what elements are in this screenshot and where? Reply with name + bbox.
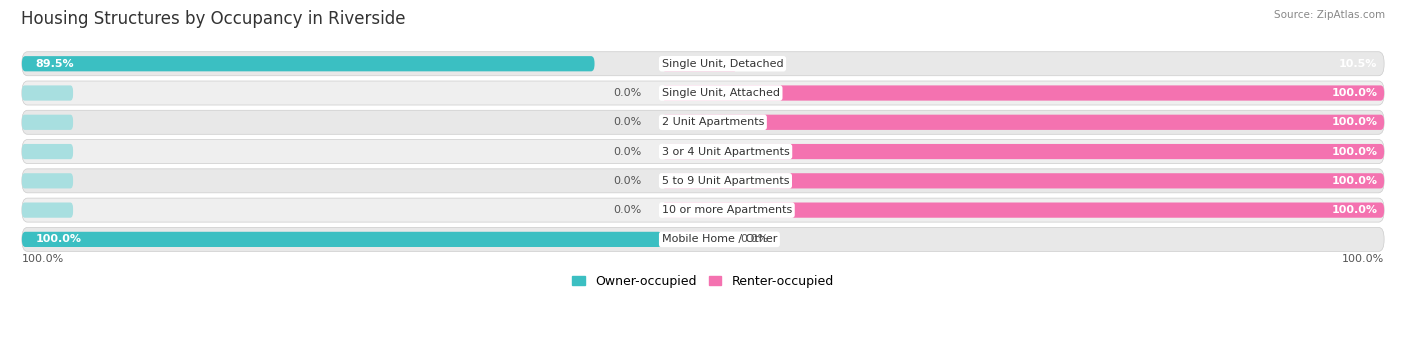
Text: 100.0%: 100.0% — [1331, 176, 1378, 186]
FancyBboxPatch shape — [662, 144, 1384, 159]
FancyBboxPatch shape — [662, 232, 720, 247]
Legend: Owner-occupied, Renter-occupied: Owner-occupied, Renter-occupied — [568, 270, 838, 293]
FancyBboxPatch shape — [22, 115, 73, 130]
Text: Single Unit, Attached: Single Unit, Attached — [662, 88, 780, 98]
Text: 0.0%: 0.0% — [613, 176, 641, 186]
FancyBboxPatch shape — [662, 56, 738, 71]
Text: 3 or 4 Unit Apartments: 3 or 4 Unit Apartments — [662, 147, 790, 157]
FancyBboxPatch shape — [662, 173, 1384, 189]
FancyBboxPatch shape — [22, 198, 1384, 222]
Text: 89.5%: 89.5% — [35, 59, 75, 69]
FancyBboxPatch shape — [22, 173, 73, 189]
Text: 100.0%: 100.0% — [1331, 117, 1378, 127]
Text: Source: ZipAtlas.com: Source: ZipAtlas.com — [1274, 10, 1385, 20]
Text: Single Unit, Detached: Single Unit, Detached — [662, 59, 783, 69]
FancyBboxPatch shape — [22, 110, 1384, 134]
Text: 0.0%: 0.0% — [740, 234, 769, 244]
Text: 100.0%: 100.0% — [1341, 254, 1384, 264]
FancyBboxPatch shape — [22, 52, 1384, 76]
FancyBboxPatch shape — [22, 139, 1384, 164]
Text: 100.0%: 100.0% — [35, 234, 82, 244]
FancyBboxPatch shape — [22, 227, 1384, 251]
Text: 5 to 9 Unit Apartments: 5 to 9 Unit Apartments — [662, 176, 789, 186]
FancyBboxPatch shape — [22, 85, 73, 101]
Text: Housing Structures by Occupancy in Riverside: Housing Structures by Occupancy in River… — [21, 10, 405, 28]
Text: 0.0%: 0.0% — [613, 117, 641, 127]
FancyBboxPatch shape — [22, 169, 1384, 193]
Text: Mobile Home / Other: Mobile Home / Other — [662, 234, 778, 244]
FancyBboxPatch shape — [662, 203, 1384, 218]
FancyBboxPatch shape — [662, 85, 1384, 101]
Text: 100.0%: 100.0% — [22, 254, 65, 264]
Text: 0.0%: 0.0% — [613, 205, 641, 215]
Text: 100.0%: 100.0% — [1331, 205, 1378, 215]
Text: 10.5%: 10.5% — [1339, 59, 1378, 69]
Text: 10 or more Apartments: 10 or more Apartments — [662, 205, 792, 215]
Text: 100.0%: 100.0% — [1331, 88, 1378, 98]
Text: 100.0%: 100.0% — [1331, 147, 1378, 157]
FancyBboxPatch shape — [22, 144, 73, 159]
FancyBboxPatch shape — [22, 56, 595, 71]
FancyBboxPatch shape — [22, 232, 662, 247]
Text: 0.0%: 0.0% — [613, 88, 641, 98]
Text: 2 Unit Apartments: 2 Unit Apartments — [662, 117, 763, 127]
FancyBboxPatch shape — [662, 115, 1384, 130]
FancyBboxPatch shape — [22, 203, 73, 218]
Text: 0.0%: 0.0% — [613, 147, 641, 157]
FancyBboxPatch shape — [22, 81, 1384, 105]
